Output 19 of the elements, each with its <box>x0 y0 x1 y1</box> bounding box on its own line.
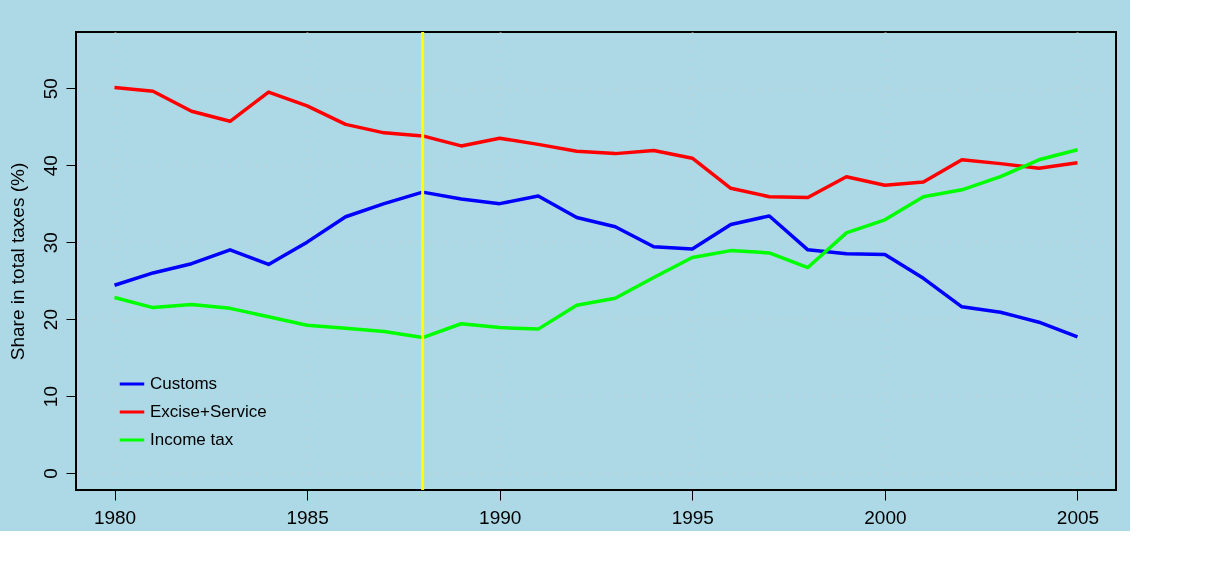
x-tick-label: 1990 <box>479 506 522 528</box>
x-tick-label: 1995 <box>671 506 714 528</box>
x-tick-label: 2000 <box>864 506 907 528</box>
y-tick-label: 20 <box>39 309 61 331</box>
line-series <box>112 148 1080 340</box>
y-tick-label: 30 <box>39 232 61 254</box>
legend-label: Customs <box>150 374 218 393</box>
line-series <box>112 190 1080 339</box>
y-tick-label: 40 <box>39 155 61 177</box>
x-tick-label: 2005 <box>1056 506 1100 528</box>
y-axis-title: Share in total taxes (%) <box>6 162 28 361</box>
x-tick-label: 1985 <box>286 506 329 528</box>
legend-label: Income tax <box>150 430 234 449</box>
y-tick-label: 10 <box>39 386 61 408</box>
line-series <box>112 85 1080 200</box>
legend-label: Excise+Service <box>150 402 267 421</box>
y-tick-label: 0 <box>39 468 61 479</box>
x-tick-label: 1980 <box>93 506 137 528</box>
y-tick-label: 50 <box>39 78 61 100</box>
